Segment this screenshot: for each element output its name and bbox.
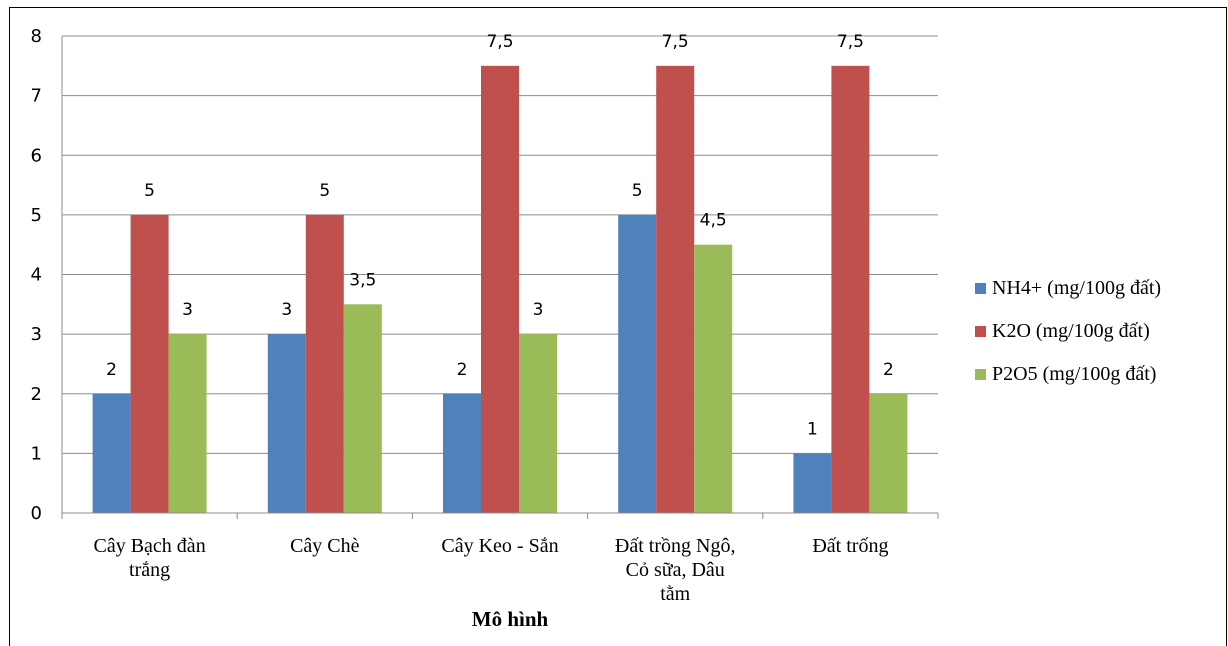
bar — [694, 244, 733, 513]
category-label-line: Cây Keo - Sắn — [441, 535, 558, 557]
data-label: 5 — [319, 181, 330, 201]
y-tick-label: 2 — [31, 384, 42, 405]
data-label: 2 — [883, 360, 894, 380]
legend-label: P2O5 (mg/100g đất) — [992, 363, 1156, 385]
bar — [481, 65, 519, 513]
data-label: 7,5 — [837, 32, 864, 52]
category-label-line: Đất trống — [812, 535, 888, 557]
data-label: 5 — [632, 181, 643, 201]
y-tick-label: 7 — [31, 86, 42, 107]
data-label: 5 — [144, 181, 155, 201]
data-label: 3,5 — [349, 270, 376, 290]
data-label: 3 — [182, 300, 193, 320]
bar — [831, 65, 870, 513]
data-label: 2 — [457, 360, 468, 380]
x-axis — [61, 512, 939, 519]
bar — [305, 214, 344, 513]
category-label-line: Cây Chè — [290, 535, 360, 557]
category-labels: Cây Bạch đàn trắng Cây Chè Cây Keo - Sắn Đất… — [94, 535, 889, 605]
data-label: 2 — [106, 360, 117, 380]
chart-frame — [9, 7, 1227, 646]
data-label: 7,5 — [662, 32, 689, 52]
category-label: Đất trồng Ngô, Cỏ sữa, Dâu tằm — [615, 535, 736, 605]
y-tick-label: 8 — [31, 26, 42, 47]
legend-label: K2O (mg/100g đất) — [992, 320, 1150, 342]
legend-swatch — [975, 283, 986, 294]
legend-swatch — [975, 326, 986, 337]
data-label: 4,5 — [700, 211, 727, 231]
y-axis-ticks: 0 1 2 3 4 5 6 7 8 — [31, 26, 42, 524]
category-label-line: Cây Bạch đàn — [94, 535, 206, 557]
bar — [267, 334, 306, 513]
bar — [656, 65, 695, 513]
data-label: 7,5 — [486, 32, 513, 52]
bar — [793, 453, 832, 513]
bar — [343, 304, 382, 513]
x-axis-label: Mô hình — [472, 607, 549, 631]
bar — [443, 393, 481, 513]
category-label-line: trắng — [129, 559, 170, 581]
bar — [618, 214, 657, 513]
y-tick-label: 5 — [31, 205, 42, 226]
bar — [519, 334, 557, 513]
category-label: Cây Chè — [290, 535, 360, 557]
category-label-line: Cỏ sữa, Dâu — [626, 559, 725, 581]
category-label: Đất trống — [812, 535, 888, 557]
legend-swatch — [975, 369, 986, 380]
bars — [92, 65, 908, 513]
data-label: 3 — [281, 300, 292, 320]
legend-label: NH4+ (mg/100g đất) — [992, 277, 1161, 299]
bar — [168, 334, 207, 513]
data-label: 3 — [533, 300, 544, 320]
y-tick-label: 1 — [31, 443, 42, 464]
category-label: Cây Bạch đàn trắng — [94, 535, 206, 581]
category-label-line: tằm — [660, 583, 690, 605]
bar — [869, 393, 908, 513]
y-tick-label: 6 — [31, 145, 42, 166]
category-label: Cây Keo - Sắn — [441, 535, 558, 557]
data-labels: 2 3 2 5 1 5 5 7,5 7,5 7,5 3 3,5 3 4,5 2 — [106, 32, 894, 440]
bar — [92, 393, 131, 513]
y-tick-label: 4 — [31, 265, 42, 286]
y-tick-label: 0 — [31, 503, 42, 524]
y-tick-label: 3 — [31, 324, 42, 345]
category-label-line: Đất trồng Ngô, — [615, 535, 736, 557]
bar — [130, 214, 169, 513]
legend: NH4+ (mg/100g đất) K2O (mg/100g đất) P2O5 … — [975, 277, 1161, 385]
data-label: 1 — [807, 419, 818, 439]
